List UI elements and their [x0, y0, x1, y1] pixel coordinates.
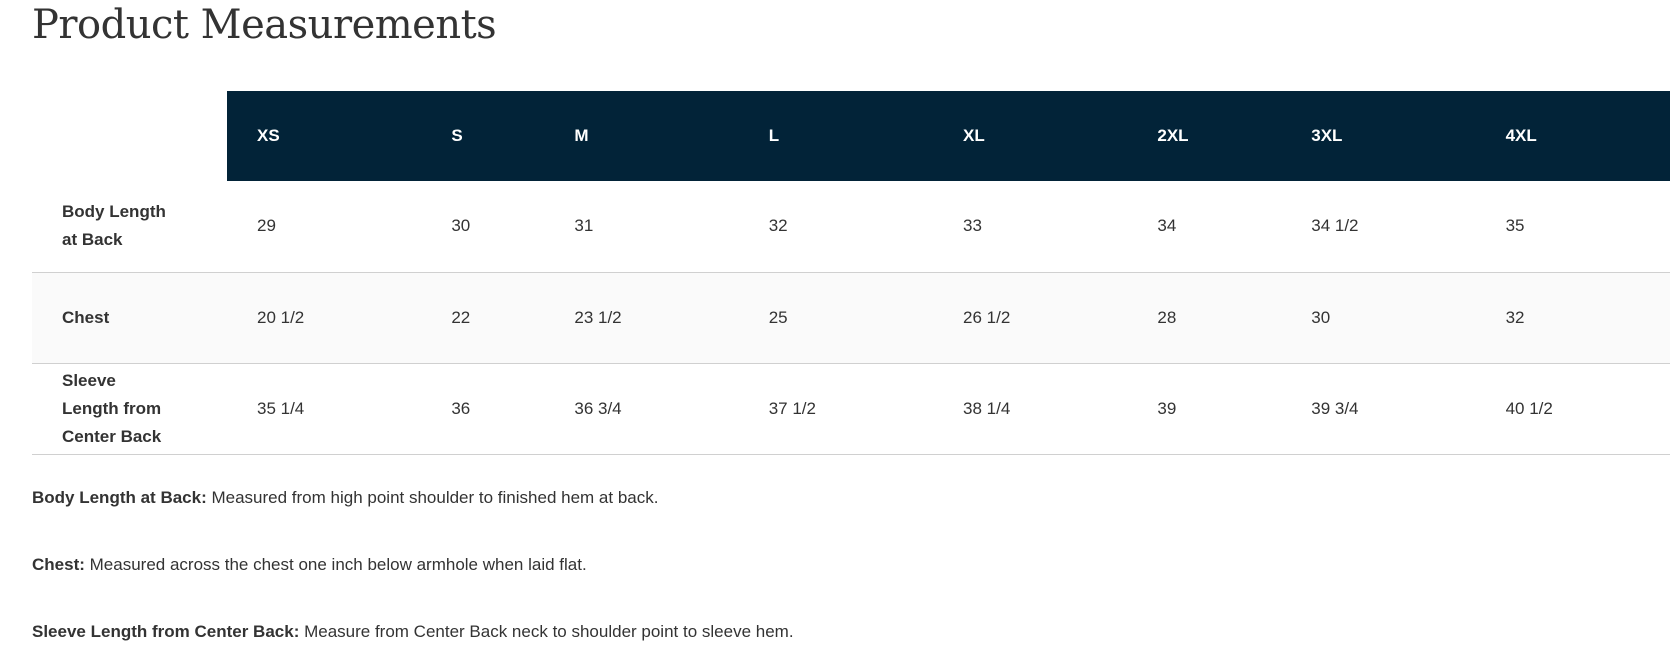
size-header: 4XL: [1475, 91, 1670, 181]
measurement-cell: 28: [1157, 307, 1177, 327]
measurement-cell: 32: [768, 216, 788, 236]
size-header: S: [421, 91, 545, 181]
row-label-line: Length from: [62, 398, 162, 418]
row-label-line: Sleeve: [62, 370, 116, 390]
note-body-length: Body Length at Back: Measured from high …: [32, 488, 658, 508]
note-text: Measure from Center Back neck to shoulde…: [299, 622, 794, 641]
measurements-table: XS S M L XL 2XL 3XL 4XL Body Length at Ba…: [32, 91, 1670, 455]
row-label-line: Chest: [62, 307, 110, 327]
note-sleeve-length: Sleeve Length from Center Back: Measure …: [32, 622, 794, 642]
note-term: Sleeve Length from Center Back:: [32, 622, 300, 641]
header-blank-cell: [32, 91, 227, 181]
measurement-cell: 30: [1311, 307, 1331, 327]
measurement-cell: 26 1/2: [963, 307, 1011, 327]
note-term: Chest:: [32, 555, 85, 574]
measurement-cell: 36: [451, 398, 471, 418]
row-label: Body Length at Back: [32, 181, 227, 272]
size-header: XL: [933, 91, 1128, 181]
note-term: Body Length at Back:: [32, 488, 207, 507]
size-header: M: [544, 91, 739, 181]
measurement-cell: 37 1/2: [768, 398, 816, 418]
note-text: Measured across the chest one inch below…: [84, 555, 587, 574]
size-header: XS: [227, 91, 422, 181]
measurement-cell: 34: [1157, 216, 1177, 236]
measurement-cell: 23 1/2: [574, 307, 622, 327]
measurement-cell: 38 1/4: [963, 398, 1011, 418]
size-header: L: [738, 91, 934, 181]
measurement-cell: 39 3/4: [1311, 398, 1359, 418]
note-chest: Chest: Measured across the chest one inc…: [32, 555, 587, 575]
row-label-line: at Back: [62, 230, 123, 250]
row-label: Chest: [32, 272, 227, 363]
row-label: Sleeve Length from Center Back: [32, 363, 227, 454]
measurement-cell: 25: [768, 307, 788, 327]
measurement-cell: 34 1/2: [1311, 216, 1359, 236]
measurement-cell: 36 3/4: [574, 398, 622, 418]
row-label-line: Body Length: [62, 202, 166, 222]
measurement-cell: 35 1/4: [257, 398, 305, 418]
measurement-cell: 40 1/2: [1505, 398, 1553, 418]
size-header-row: XS S M L XL 2XL 3XL 4XL: [32, 91, 1670, 181]
table-row: Chest 20 1/2 22 23 1/2 25 26 1/2 28 30 32: [32, 272, 1670, 363]
measurement-cell: 29: [257, 216, 276, 236]
row-label-line: Center Back: [62, 426, 162, 446]
measurement-cell: 39: [1157, 398, 1177, 418]
table-row: Body Length at Back 29 30 31 32 33 34 34 1/2 35: [32, 181, 1670, 272]
measurement-cell: 35: [1505, 216, 1525, 236]
measurement-cell: 30: [451, 216, 471, 236]
measurement-cell: 22: [451, 307, 471, 327]
size-header: 2XL: [1127, 91, 1282, 181]
measurement-cell: 32: [1505, 307, 1525, 327]
measurement-cell: 33: [963, 216, 982, 236]
measurement-cell: 31: [574, 216, 594, 236]
size-header: 3XL: [1281, 91, 1476, 181]
page-title: Product Measurements: [32, 2, 497, 48]
table-row: Sleeve Length from Center Back 35 1/4 36 36 3…: [32, 363, 1670, 454]
note-text: Measured from high point shoulder to fin…: [206, 488, 659, 507]
measurement-cell: 20 1/2: [257, 307, 305, 327]
